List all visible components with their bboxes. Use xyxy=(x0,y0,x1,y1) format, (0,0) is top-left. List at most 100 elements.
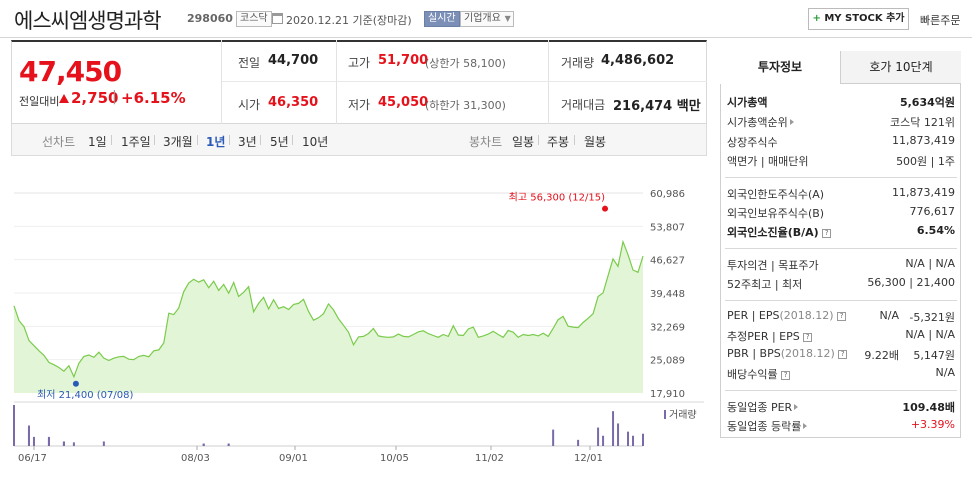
volume-bar xyxy=(642,433,644,446)
y-tick-label: 53,807 xyxy=(650,222,685,233)
help-icon[interactable]: ? xyxy=(781,371,791,380)
est-per-value: N/A | N/A xyxy=(905,328,955,341)
volume-bar xyxy=(202,443,205,446)
divider xyxy=(725,248,957,249)
y-tick-label: 46,627 xyxy=(650,256,685,267)
quick-order-link[interactable]: 빠른주문 xyxy=(920,14,961,27)
x-tick-label: 12/01 xyxy=(574,453,603,464)
price-change: 2,750 xyxy=(71,89,119,107)
shares-value: 11,873,419 xyxy=(892,134,955,147)
tab-investment-info[interactable]: 투자정보 xyxy=(720,51,841,84)
prev-day-label: 전일대비 xyxy=(19,95,60,108)
volume-legend-swatch xyxy=(664,410,666,419)
company-overview-label: 기업개요 xyxy=(464,13,501,24)
help-icon[interactable]: ? xyxy=(803,333,813,342)
pbr-bps-date: (2018.12) xyxy=(780,347,835,360)
arrow-right-icon xyxy=(794,404,799,410)
price-change-pct: +6.15% xyxy=(121,89,186,107)
price-area xyxy=(14,241,643,393)
shares-row: 상장주식수 11,873,419 xyxy=(727,134,955,152)
realtime-badge[interactable]: 실시간 xyxy=(424,11,460,27)
market-cap-value: 5,634억원 xyxy=(899,96,955,109)
candle-monthly[interactable]: 월봉 xyxy=(584,135,607,149)
period-5y[interactable]: 5년 xyxy=(270,135,289,149)
market-cap-label: 시가총액 xyxy=(727,96,768,109)
volume-bar xyxy=(597,427,600,446)
y-tick-label: 17,910 xyxy=(650,389,685,400)
volume-bar xyxy=(617,423,620,446)
volume-label: 거래량 xyxy=(669,409,697,421)
candle-daily[interactable]: 일봉 xyxy=(512,135,535,149)
y-tick-label: 60,986 xyxy=(650,189,685,200)
period-1y[interactable]: 1년 xyxy=(206,135,226,149)
period-1d[interactable]: 1일 xyxy=(88,135,107,149)
max-label: 최고 56,300 (12/15) xyxy=(509,192,605,204)
high-value: 51,700 xyxy=(378,53,429,68)
period-10y[interactable]: 10년 xyxy=(302,135,329,149)
help-icon[interactable]: ? xyxy=(822,229,832,238)
market-cap-rank-value: 코스닥 121위 xyxy=(890,116,955,129)
opinion-value: N/A | N/A xyxy=(905,257,955,270)
candle-weekly[interactable]: 주봉 xyxy=(547,135,570,149)
volume-bar xyxy=(47,437,50,446)
period-3m[interactable]: 3개월 xyxy=(163,135,193,149)
volume-bar xyxy=(627,431,630,446)
calendar-icon xyxy=(272,13,283,24)
divider xyxy=(221,40,222,124)
x-tick-label: 06/17 xyxy=(18,453,47,464)
candle-chart-label: 봉차트 xyxy=(469,135,503,149)
divider xyxy=(538,135,539,145)
volume-bar xyxy=(632,435,635,446)
base-date: 2020.12.21 기준(장마감) xyxy=(286,14,412,27)
per-value: N/A xyxy=(879,309,899,322)
sector-change-row: 동일업종 등락률 +3.39% xyxy=(727,418,955,436)
divider xyxy=(548,40,549,124)
foreign-limit-label: 외국인한도주식수(A) xyxy=(727,188,825,201)
add-my-stock-button[interactable]: + MY STOCK 추가 xyxy=(808,8,909,30)
open-value: 46,350 xyxy=(268,95,319,110)
pbr-value: 9.22배 xyxy=(864,349,899,362)
high-label: 고가 xyxy=(348,56,371,70)
stock-header: 에스씨엠생명과학 298060 코스닥 2020.12.21 기준(장마감) 실… xyxy=(0,0,972,38)
pbr-bps-label: PBR | BPS xyxy=(727,347,781,360)
week52-label: 52주최고 | 최저 xyxy=(727,278,803,291)
divider xyxy=(260,135,261,145)
dividend-value: N/A xyxy=(935,366,955,379)
min-label: 최저 21,400 (07/08) xyxy=(37,389,133,401)
company-name[interactable]: 에스씨엠생명과학 xyxy=(14,9,162,33)
market-cap-rank-label: 시가총액순위 xyxy=(727,116,788,129)
volume-bar xyxy=(227,443,230,446)
y-tick-label: 39,448 xyxy=(650,289,685,300)
lower-limit: (하한가 31,300) xyxy=(425,99,506,112)
divider xyxy=(725,390,957,391)
sector-change-value: +3.39% xyxy=(910,418,955,431)
low-value: 45,050 xyxy=(378,95,429,110)
per-eps-label: PER | EPS xyxy=(727,309,780,322)
min-marker xyxy=(72,380,79,387)
shares-label: 상장주식수 xyxy=(727,136,778,149)
volume-bar xyxy=(552,429,555,446)
x-tick-label: 09/01 xyxy=(279,453,308,464)
volume-bar xyxy=(27,427,30,446)
volume-bar xyxy=(62,441,65,446)
volume-bar xyxy=(612,411,615,446)
volume-value: 4,486,602 xyxy=(601,53,675,68)
help-icon[interactable]: ? xyxy=(837,312,847,321)
eps-value: -5,321원 xyxy=(909,311,955,324)
sector-per-value: 109.48배 xyxy=(902,401,955,414)
bps-value: 5,147원 xyxy=(913,349,955,362)
opinion-label: 투자의견 | 목표주가 xyxy=(727,259,819,272)
help-icon[interactable]: ? xyxy=(838,350,848,359)
est-per-row: 추정PER | EPS ? N/A | N/A xyxy=(727,328,955,346)
tab-order-book[interactable]: 호가 10단계 xyxy=(841,51,961,84)
x-tick-label: 11/02 xyxy=(475,453,504,464)
company-overview-dropdown[interactable]: 기업개요 ▼ xyxy=(460,11,514,27)
week52-row: 52주최고 | 최저 56,300 | 21,400 xyxy=(727,276,955,294)
period-1w[interactable]: 1주일 xyxy=(121,135,151,149)
divider xyxy=(725,177,957,178)
foreign-limit-value: 11,873,419 xyxy=(892,186,955,199)
market-badge: 코스닥 xyxy=(236,11,272,27)
period-3y[interactable]: 3년 xyxy=(238,135,257,149)
foreign-hold-label: 외국인보유주식수(B) xyxy=(727,207,825,220)
